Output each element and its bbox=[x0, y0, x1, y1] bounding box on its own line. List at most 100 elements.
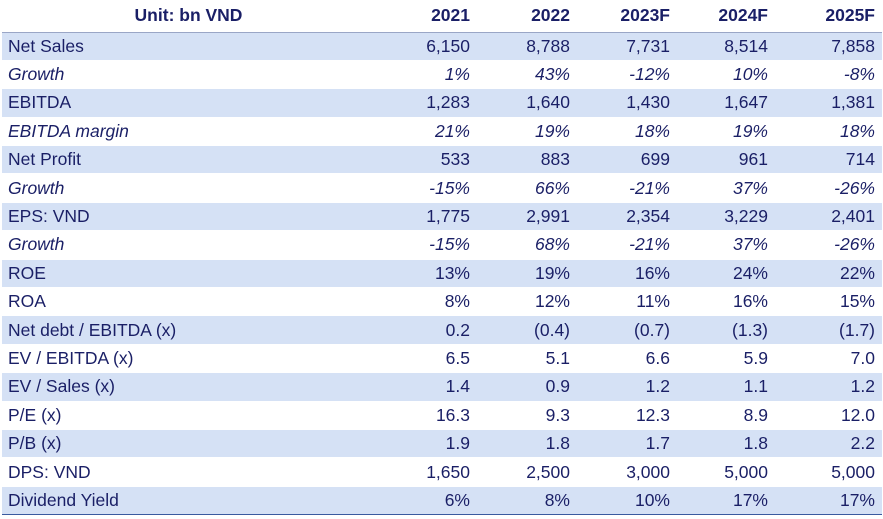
cell-value: 1,381 bbox=[831, 92, 875, 113]
table-row: Growth -15% 66% -21% 37% -26% bbox=[2, 174, 882, 203]
cell-value: (1.3) bbox=[732, 319, 768, 340]
cell-value: 16% bbox=[732, 291, 768, 312]
cell-value: -15% bbox=[429, 234, 470, 255]
cell-value: 2,500 bbox=[526, 461, 570, 482]
cell-value: 11% bbox=[636, 291, 670, 312]
cell-value: 17% bbox=[732, 489, 768, 510]
cell-value: 8,514 bbox=[724, 35, 768, 56]
cell-value: 12% bbox=[534, 291, 570, 312]
row-label: P/B (x) bbox=[8, 433, 62, 454]
year-header: 2025F bbox=[775, 0, 882, 33]
table-row: Growth -15% 68% -21% 37% -26% bbox=[2, 231, 882, 260]
cell-value: 699 bbox=[640, 149, 670, 170]
cell-value: 1,640 bbox=[526, 92, 570, 113]
row-label: EBITDA bbox=[8, 92, 72, 113]
cell-value: 66% bbox=[534, 177, 570, 198]
row-label: EBITDA margin bbox=[8, 120, 129, 141]
table-row: EPS: VND 1,775 2,991 2,354 3,229 2,401 bbox=[2, 202, 882, 231]
cell-value: 7,731 bbox=[626, 35, 670, 56]
cell-value: 9.3 bbox=[545, 404, 570, 425]
cell-value: 1,283 bbox=[426, 92, 470, 113]
cell-value: -26% bbox=[834, 177, 875, 198]
cell-value: 24% bbox=[732, 262, 768, 283]
cell-value: 5,000 bbox=[724, 461, 768, 482]
row-label: Net Profit bbox=[8, 149, 81, 170]
cell-value: 12.3 bbox=[635, 404, 670, 425]
cell-value: -15% bbox=[429, 177, 470, 198]
cell-value: 7.0 bbox=[850, 347, 875, 368]
cell-value: 10% bbox=[634, 489, 670, 510]
table-row: Growth 1% 43% -12% 10% -8% bbox=[2, 60, 882, 89]
cell-value: -12% bbox=[629, 64, 670, 85]
table-row: P/E (x) 16.3 9.3 12.3 8.9 12.0 bbox=[2, 401, 882, 430]
cell-value: 3,000 bbox=[626, 461, 670, 482]
cell-value: 2,354 bbox=[626, 206, 670, 227]
year-header: 2023F bbox=[577, 0, 677, 33]
row-label: Growth bbox=[8, 234, 65, 255]
cell-value: 1.4 bbox=[445, 376, 470, 397]
cell-value: 13% bbox=[434, 262, 470, 283]
table-body: Net Sales 6,150 8,788 7,731 8,514 7,858 Growth… bbox=[2, 32, 882, 515]
unit-header: Unit: bn VND bbox=[2, 0, 375, 33]
cell-value: 16% bbox=[634, 262, 670, 283]
cell-value: 68% bbox=[534, 234, 570, 255]
table-row: EV / EBITDA (x) 6.5 5.1 6.6 5.9 7.0 bbox=[2, 344, 882, 373]
table-row: Net Sales 6,150 8,788 7,731 8,514 7,858 bbox=[2, 32, 882, 61]
cell-value: 43% bbox=[534, 64, 570, 85]
cell-value: 37% bbox=[732, 177, 768, 198]
cell-value: 2,991 bbox=[526, 206, 570, 227]
cell-value: 714 bbox=[845, 149, 875, 170]
year-header: 2024F bbox=[677, 0, 775, 33]
cell-value: 8% bbox=[444, 291, 470, 312]
cell-value: 1.2 bbox=[850, 376, 875, 397]
cell-value: -21% bbox=[629, 177, 670, 198]
cell-value: -26% bbox=[834, 234, 875, 255]
cell-value: 2.2 bbox=[850, 433, 875, 454]
table-row: EV / Sales (x) 1.4 0.9 1.2 1.1 1.2 bbox=[2, 372, 882, 402]
cell-value: 1,650 bbox=[426, 461, 470, 482]
cell-value: 8.9 bbox=[743, 404, 768, 425]
cell-value: 0.2 bbox=[445, 319, 470, 340]
cell-value: 3,229 bbox=[724, 206, 768, 227]
cell-value: 21% bbox=[434, 120, 470, 141]
row-label: DPS: VND bbox=[8, 461, 91, 482]
row-label: Growth bbox=[8, 64, 65, 85]
cell-value: 533 bbox=[440, 149, 470, 170]
cell-value: 10% bbox=[732, 64, 768, 85]
cell-value: 1,430 bbox=[626, 92, 670, 113]
cell-value: 7,858 bbox=[831, 35, 875, 56]
cell-value: (0.4) bbox=[534, 319, 570, 340]
cell-value: 5,000 bbox=[831, 461, 875, 482]
cell-value: (0.7) bbox=[634, 319, 670, 340]
cell-value: 1.9 bbox=[445, 433, 470, 454]
row-label: Net debt / EBITDA (x) bbox=[8, 319, 177, 340]
cell-value: -8% bbox=[843, 64, 875, 85]
cell-value: 5.1 bbox=[545, 347, 570, 368]
cell-value: 6.5 bbox=[445, 347, 470, 368]
cell-value: 1.8 bbox=[545, 433, 570, 454]
row-label: Dividend Yield bbox=[8, 489, 119, 510]
cell-value: 8% bbox=[544, 489, 570, 510]
cell-value: 8,788 bbox=[526, 35, 570, 56]
table-row: ROA 8% 12% 11% 16% 15% bbox=[2, 288, 882, 316]
row-label: P/E (x) bbox=[8, 404, 62, 425]
row-label: Growth bbox=[8, 177, 65, 198]
cell-value: (1.7) bbox=[839, 319, 875, 340]
row-label: EV / EBITDA (x) bbox=[8, 347, 134, 368]
cell-value: 1,775 bbox=[426, 206, 470, 227]
table-row: Net debt / EBITDA (x) 0.2 (0.4) (0.7) (1.3) (… bbox=[2, 315, 882, 345]
cell-value: 6.6 bbox=[645, 347, 670, 368]
cell-value: 6,150 bbox=[426, 35, 470, 56]
table-row: EBITDA margin 21% 19% 18% 19% 18% bbox=[2, 117, 882, 146]
cell-value: -21% bbox=[629, 234, 670, 255]
cell-value: 18% bbox=[839, 120, 875, 141]
row-label: ROE bbox=[8, 262, 46, 283]
cell-value: 15% bbox=[839, 291, 875, 312]
cell-value: 1,647 bbox=[724, 92, 768, 113]
row-label: Net Sales bbox=[8, 35, 84, 56]
cell-value: 1.8 bbox=[743, 433, 768, 454]
row-label: ROA bbox=[8, 291, 46, 312]
cell-value: 37% bbox=[732, 234, 768, 255]
cell-value: 1.2 bbox=[645, 376, 670, 397]
